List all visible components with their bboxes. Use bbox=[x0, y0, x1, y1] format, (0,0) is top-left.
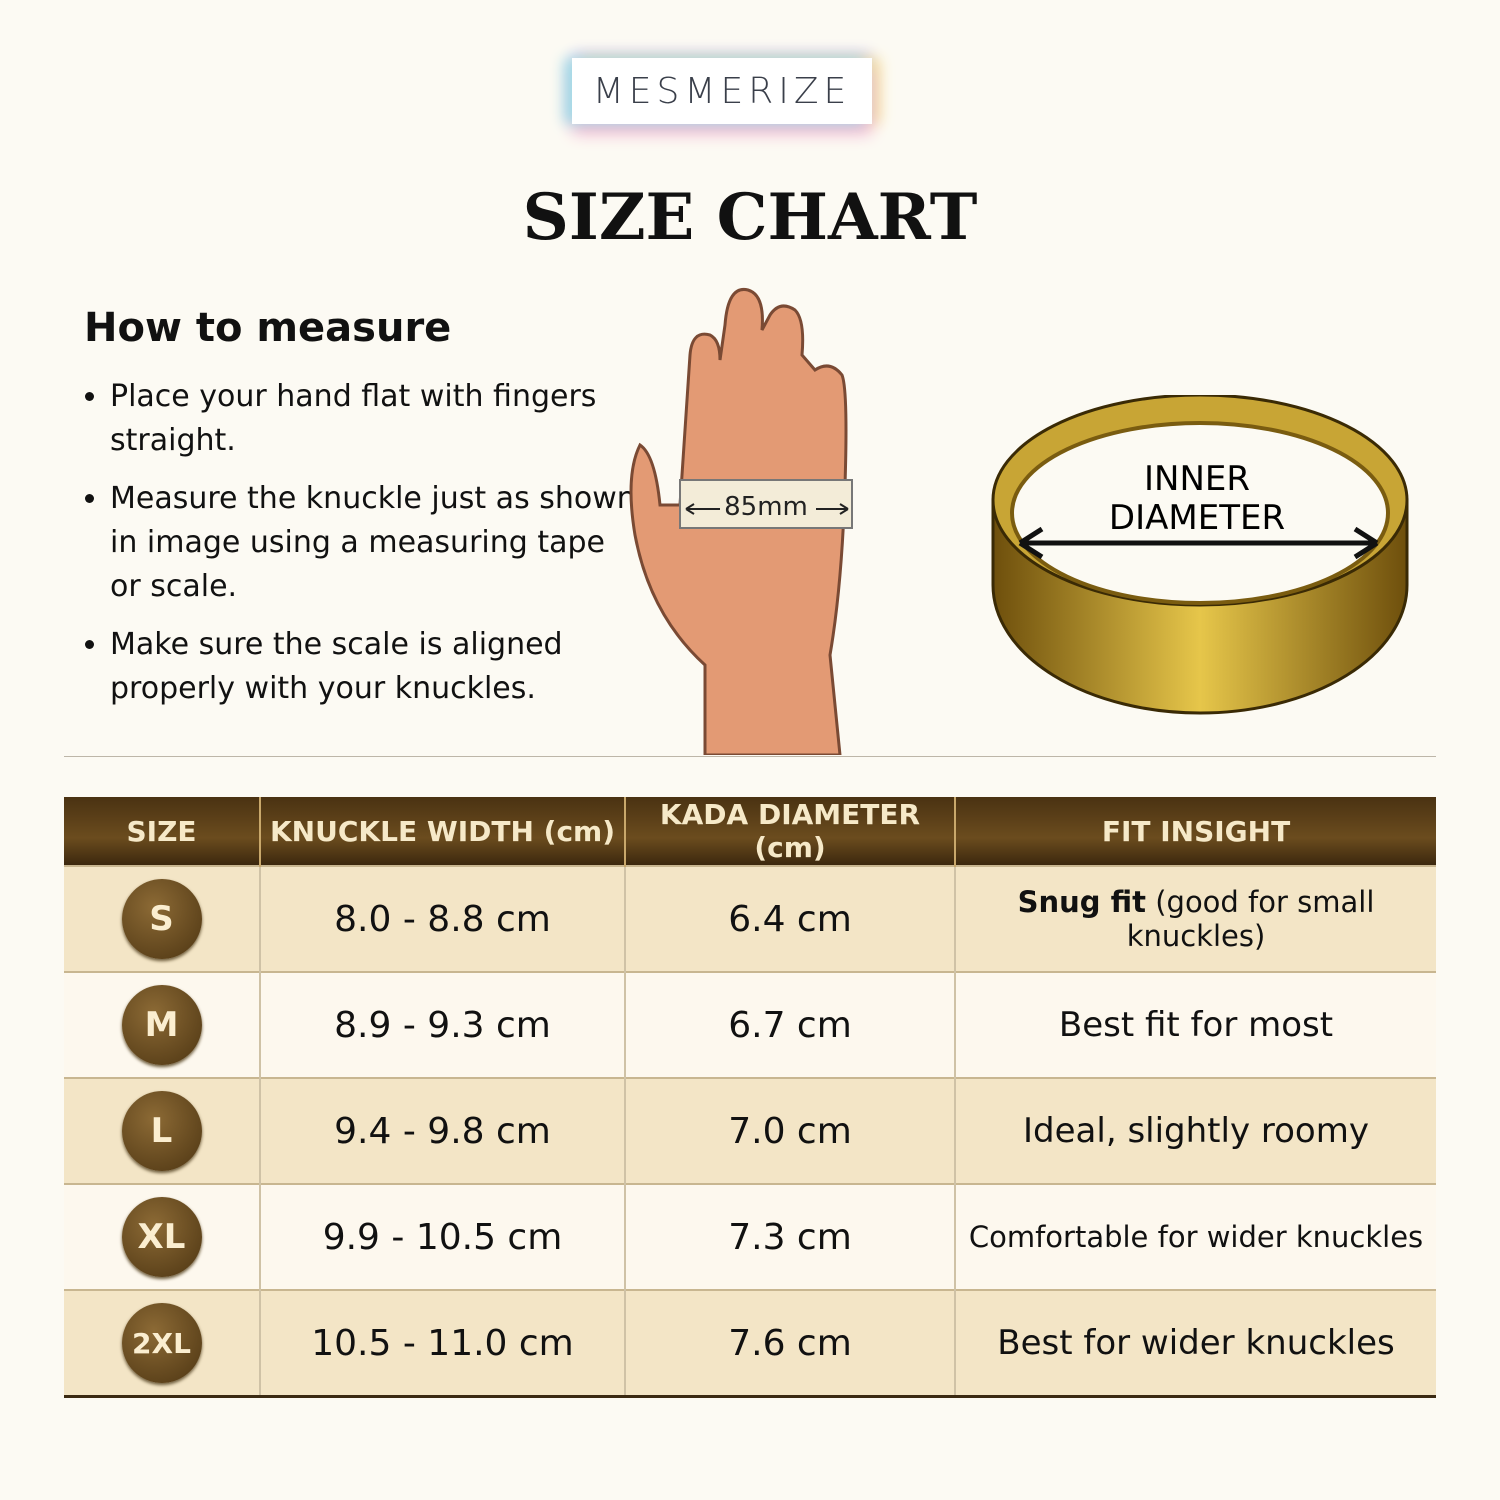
diameter-cell: 7.3 cm bbox=[624, 1183, 955, 1290]
ring-illustration: INNER DIAMETER bbox=[991, 395, 1409, 715]
size-table: SIZE KNUCKLE WIDTH (cm) KADA DIAMETER (c… bbox=[64, 797, 1436, 1398]
page-title: SIZE CHART bbox=[522, 180, 978, 255]
hand-illustration: 85mm bbox=[629, 287, 853, 755]
section-divider bbox=[64, 756, 1436, 757]
diameter-cell: 7.0 cm bbox=[624, 1077, 955, 1184]
table-header-row: SIZE KNUCKLE WIDTH (cm) KADA DIAMETER (c… bbox=[64, 797, 1436, 866]
fit-cell: Best for wider knuckles bbox=[954, 1289, 1436, 1397]
ring-label-line1: INNER bbox=[1144, 459, 1250, 499]
knuckle-width-cell: 10.5 - 11.0 cm bbox=[259, 1289, 625, 1397]
how-to-steps: Place your hand flat with fingers straig… bbox=[78, 375, 640, 725]
size-badge: XL bbox=[121, 1197, 202, 1277]
knuckle-width-cell: 8.0 - 8.8 cm bbox=[259, 865, 625, 972]
header-knuckle-width: KNUCKLE WIDTH (cm) bbox=[259, 797, 625, 866]
size-badge: M bbox=[121, 985, 202, 1065]
table-row: XL 9.9 - 10.5 cm 7.3 cm Comfortable for … bbox=[64, 1183, 1436, 1290]
diameter-cell: 7.6 cm bbox=[624, 1289, 955, 1397]
brand-logo-text: MESMERIZE bbox=[572, 58, 872, 124]
knuckle-width-cell: 9.4 - 9.8 cm bbox=[259, 1077, 625, 1184]
how-to-heading: How to measure bbox=[84, 305, 452, 351]
fit-cell: Comfortable for wider knuckles bbox=[954, 1183, 1436, 1290]
fit-cell: Best fit for most bbox=[954, 971, 1436, 1078]
step-item: Measure the knuckle just as shown in ima… bbox=[110, 477, 640, 609]
diameter-cell: 6.7 cm bbox=[624, 971, 955, 1078]
diameter-cell: 6.4 cm bbox=[624, 865, 955, 972]
fit-cell: Snug fit (good for small knuckles) bbox=[954, 865, 1436, 972]
table-row: 2XL 10.5 - 11.0 cm 7.6 cm Best for wider… bbox=[64, 1289, 1436, 1397]
tape-label: 85mm bbox=[724, 492, 808, 522]
header-fit-insight: FIT INSIGHT bbox=[954, 797, 1436, 866]
fit-text: (good for small knuckles) bbox=[1126, 885, 1375, 953]
step-item: Place your hand flat with fingers straig… bbox=[110, 375, 640, 463]
table-row: M 8.9 - 9.3 cm 6.7 cm Best fit for most bbox=[64, 971, 1436, 1078]
brand-logo: MESMERIZE bbox=[572, 58, 872, 124]
header-kada-diameter: KADA DIAMETER (cm) bbox=[624, 797, 955, 866]
table-row: L 9.4 - 9.8 cm 7.0 cm Ideal, slightly ro… bbox=[64, 1077, 1436, 1184]
size-badge: L bbox=[121, 1091, 202, 1171]
size-badge: 2XL bbox=[121, 1303, 202, 1383]
step-item: Make sure the scale is aligned properly … bbox=[110, 623, 640, 711]
table-row: S 8.0 - 8.8 cm 6.4 cm Snug fit (good for… bbox=[64, 865, 1436, 972]
fit-bold: Snug fit bbox=[1017, 885, 1146, 919]
fit-cell: Ideal, slightly roomy bbox=[954, 1077, 1436, 1184]
size-badge: S bbox=[121, 879, 202, 959]
knuckle-width-cell: 8.9 - 9.3 cm bbox=[259, 971, 625, 1078]
knuckle-width-cell: 9.9 - 10.5 cm bbox=[259, 1183, 625, 1290]
header-size: SIZE bbox=[64, 797, 260, 866]
ring-label-line2: DIAMETER bbox=[1109, 498, 1285, 538]
